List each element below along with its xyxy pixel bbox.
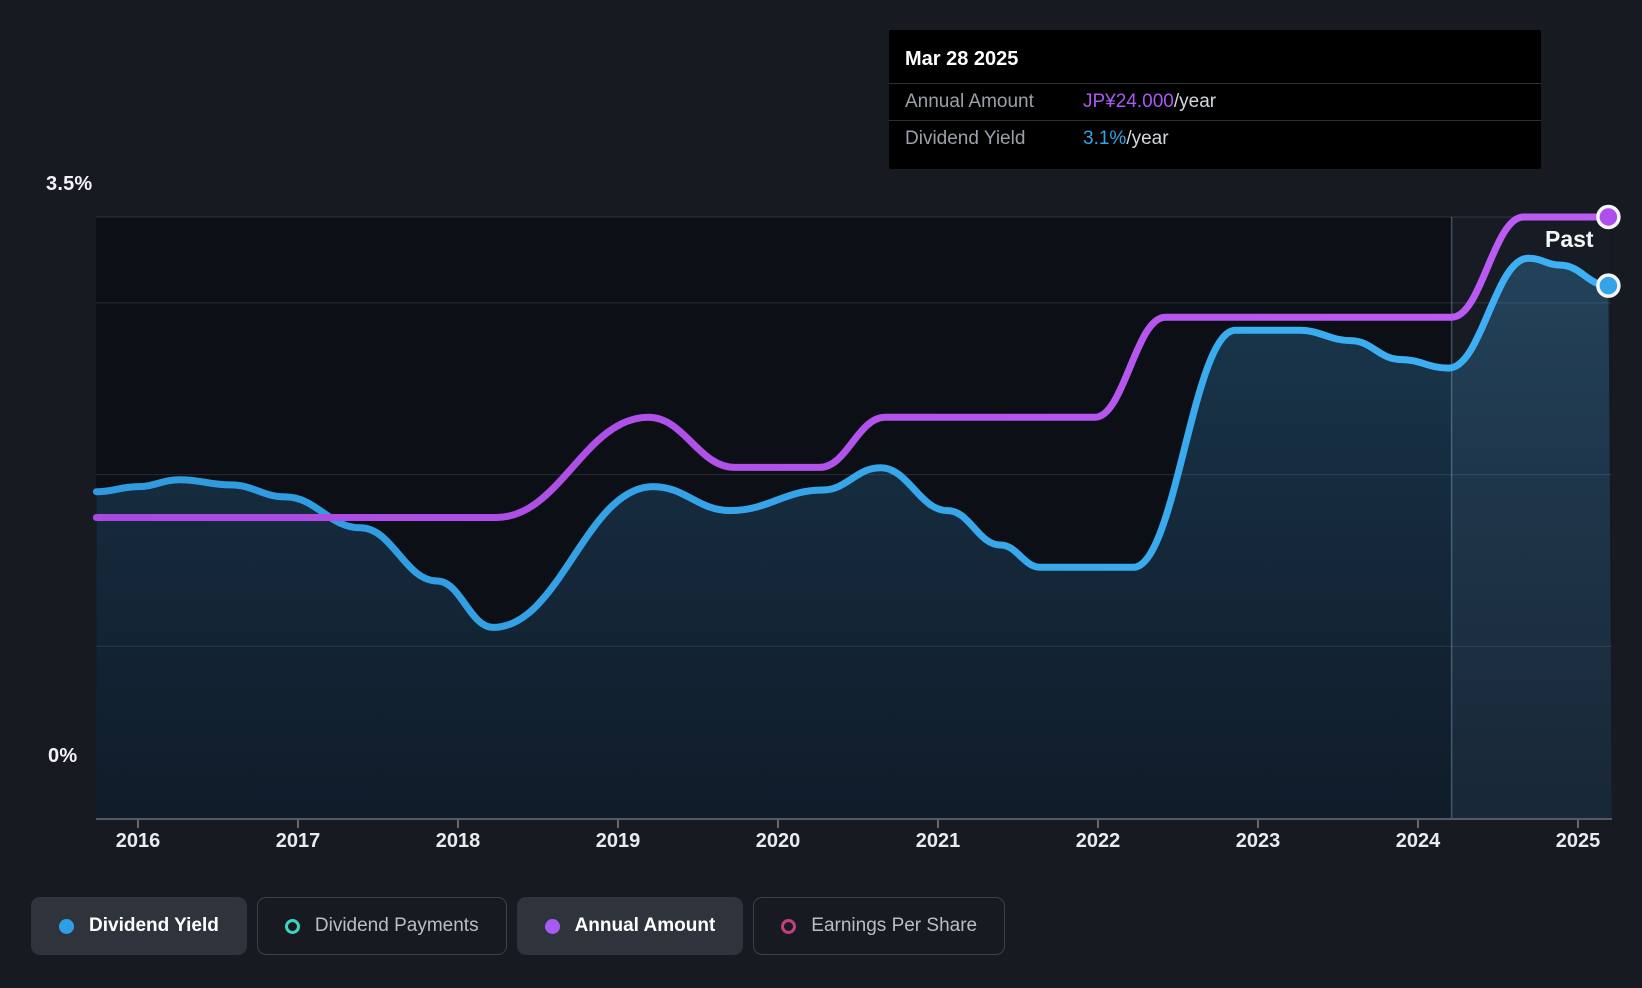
y-axis-min-label: 0%	[48, 745, 78, 767]
x-axis-label-2023: 2023	[1235, 830, 1281, 852]
legend-label: Dividend Payments	[314, 915, 479, 936]
annual-amount-line	[92, 213, 1612, 522]
dividend-payments-ring-icon	[284, 918, 300, 934]
earnings-per-share-ring-icon	[781, 918, 797, 934]
x-axis-label-2021: 2021	[915, 830, 961, 852]
dividend-yield-endpoint-marker	[1596, 273, 1621, 298]
x-axis-label-2025: 2025	[1555, 830, 1601, 852]
legend-label: Earnings Per Share	[811, 915, 978, 936]
tooltip-value-suffix: /year	[1173, 91, 1217, 112]
tooltip-value: 3.1%	[1083, 128, 1127, 149]
tooltip-label: Dividend Yield	[905, 128, 1026, 149]
legend-toggle-earnings-per-share[interactable]: Earnings Per Share	[753, 897, 1006, 955]
x-axis-label-2018: 2018	[435, 830, 481, 852]
past-label: Past	[1545, 226, 1594, 252]
x-axis-label-2017: 2017	[275, 830, 321, 852]
x-axis-label-2024: 2024	[1395, 830, 1441, 852]
dividend-yield-dot-icon	[59, 918, 74, 934]
x-axis-label-2022: 2022	[1075, 830, 1121, 852]
y-axis-max-label: 3.5%	[46, 173, 93, 195]
annual-amount-endpoint-marker	[1596, 204, 1621, 230]
tooltip-row-annual-amount: Annual Amount JP¥24.000 /year	[889, 83, 1541, 120]
dividend-yield-area	[96, 258, 1612, 818]
hover-tooltip: Mar 28 2025 Annual Amount JP¥24.000 /yea…	[889, 30, 1541, 169]
tooltip-value-suffix: /year	[1126, 128, 1169, 149]
x-axis-label-2020: 2020	[755, 830, 801, 852]
dividend-yield-line	[92, 254, 1612, 631]
tooltip-date: Mar 28 2025	[905, 48, 1019, 70]
tooltip-row-dividend-yield: Dividend Yield 3.1% /year	[889, 120, 1541, 157]
legend-label: Annual Amount	[574, 915, 716, 936]
legend-toggle-annual-amount[interactable]: Annual Amount	[516, 897, 744, 955]
chart-legend: Dividend Yield Dividend Payments Annual …	[31, 897, 1006, 955]
x-axis-label-2016: 2016	[115, 830, 161, 852]
legend-label: Dividend Yield	[89, 915, 219, 936]
tooltip-value: JP¥24.000	[1083, 91, 1174, 112]
hover-highlight-band	[1451, 217, 1612, 818]
tooltip-label: Annual Amount	[905, 91, 1034, 112]
annual-amount-dot-icon	[544, 918, 560, 934]
x-axis-label-2019: 2019	[595, 830, 641, 852]
legend-toggle-dividend-payments[interactable]: Dividend Payments	[256, 897, 507, 955]
legend-toggle-dividend-yield[interactable]: Dividend Yield	[31, 897, 247, 955]
